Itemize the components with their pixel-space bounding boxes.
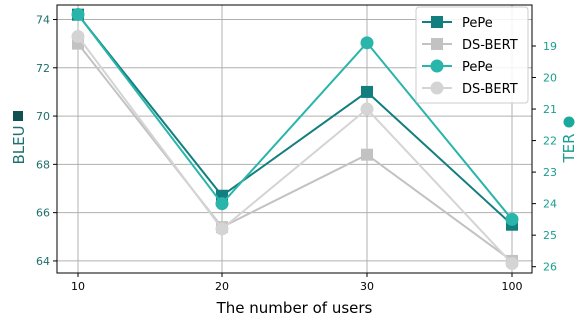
right-axis-ticks: 19 20 21 22 23 24 25 26 bbox=[532, 40, 557, 274]
legend-label: DS-BERT bbox=[462, 82, 518, 97]
legend: PePe DS-BERT PePe DS-BERT bbox=[415, 6, 529, 104]
legend-marker bbox=[430, 81, 444, 95]
legend-marker bbox=[430, 59, 444, 73]
right-tick-label: 22 bbox=[543, 135, 557, 148]
data-point bbox=[360, 36, 374, 50]
data-point bbox=[215, 222, 229, 236]
data-point bbox=[505, 212, 519, 226]
legend-entry: PePe bbox=[422, 16, 493, 31]
data-point bbox=[361, 85, 373, 98]
left-tick-label: 70 bbox=[36, 110, 50, 123]
left-axis-square-icon bbox=[13, 111, 23, 121]
x-tick-label: 10 bbox=[71, 280, 85, 293]
legend-entry: DS-BERT bbox=[422, 81, 518, 97]
right-axis-circle-icon bbox=[563, 116, 575, 128]
legend-marker bbox=[431, 16, 443, 28]
series-layer bbox=[71, 7, 519, 271]
legend-label: DS-BERT bbox=[462, 38, 518, 53]
legend-marker bbox=[431, 38, 443, 50]
data-point bbox=[71, 7, 85, 21]
series-line bbox=[77, 13, 513, 221]
right-tick-label: 20 bbox=[543, 72, 557, 85]
legend-entry: DS-BERT bbox=[422, 38, 518, 53]
right-axis-label: TER bbox=[560, 133, 578, 163]
x-tick-label: 20 bbox=[215, 280, 229, 293]
data-point bbox=[361, 148, 373, 161]
right-tick-label: 24 bbox=[543, 198, 557, 211]
series-line bbox=[77, 42, 513, 262]
left-tick-label: 68 bbox=[36, 158, 50, 171]
left-axis-label: BLEU bbox=[10, 125, 28, 164]
left-tick-label: 72 bbox=[36, 62, 50, 75]
series-ds-bert-right bbox=[71, 30, 519, 271]
data-point bbox=[71, 30, 85, 44]
legend-entry: PePe bbox=[422, 59, 493, 75]
series-line bbox=[77, 35, 513, 265]
legend-label: PePe bbox=[462, 60, 493, 75]
x-tick-label: 30 bbox=[360, 280, 374, 293]
right-tick-label: 23 bbox=[543, 166, 557, 179]
left-tick-label: 74 bbox=[36, 13, 50, 26]
right-tick-label: 26 bbox=[543, 261, 557, 274]
legend-frame bbox=[415, 6, 529, 104]
data-point bbox=[215, 197, 229, 211]
left-tick-label: 66 bbox=[36, 207, 50, 220]
right-tick-label: 21 bbox=[543, 103, 557, 116]
left-tick-label: 64 bbox=[36, 255, 50, 268]
x-axis-label: The number of users bbox=[216, 299, 373, 317]
legend-label: PePe bbox=[462, 16, 493, 31]
left-axis-ticks: 64 66 68 70 72 74 bbox=[36, 13, 57, 268]
x-tick-label: 100 bbox=[502, 280, 523, 293]
series-line bbox=[77, 14, 513, 226]
x-axis-ticks: 10 20 30 100 bbox=[71, 273, 523, 293]
plot-frame bbox=[56, 4, 533, 274]
right-tick-label: 25 bbox=[543, 229, 557, 242]
series-pepe-right bbox=[71, 7, 519, 226]
data-point bbox=[505, 257, 519, 271]
data-point bbox=[360, 102, 374, 116]
right-tick-label: 19 bbox=[543, 40, 557, 53]
